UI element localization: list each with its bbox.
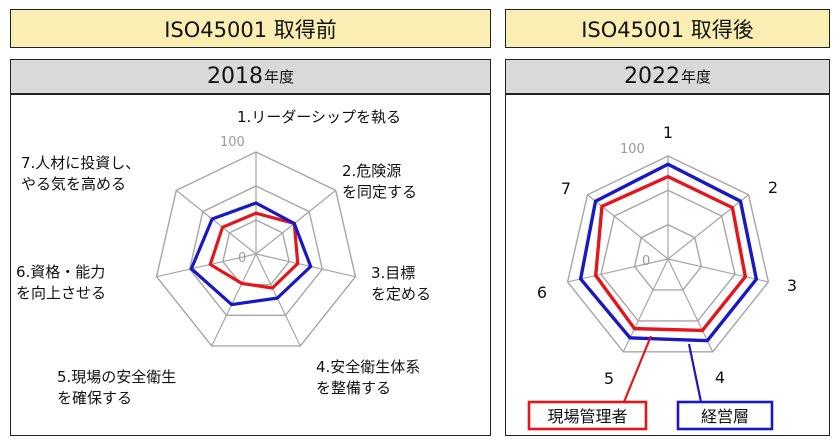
axis-label-6: 6 [537,283,547,302]
axis-label-3: 3 [787,276,797,295]
header-before: ISO45001 取得前 [10,9,491,48]
grid-spoke [175,189,257,255]
axis-label-6: を向上させる [16,284,106,302]
axis-label-6: 6.資格・能力 [16,263,105,281]
axis-label-4: 4.安全衛生体系 [316,358,420,376]
axis-label-5: 5.現場の安全衛生 [57,368,176,386]
legend: 現場管理者 経営層 [527,335,774,431]
header-after-title: ISO45001 取得後 [581,17,754,42]
radar-chart-2: 100 0 1 2 3 4 5 6 7 [537,123,797,388]
legend-box-management [676,400,774,431]
year-after: 2022 [623,64,680,89]
legend-label-management: 経営層 [701,407,749,426]
year-suffix-after: 年度 [680,68,711,86]
grid-spoke [255,253,356,278]
axis-label-3: 3.目標 [371,264,415,282]
axis-label-4: を整備する [316,379,391,397]
series-line-site-manager [208,211,300,290]
grid-spoke [667,258,714,353]
tick-label-0: 0 [238,251,246,266]
header-after: ISO45001 取得後 [505,9,830,48]
legend-box-site-manager [527,400,648,431]
axis-label-1: 1.リーダーシップを執る [237,108,401,126]
axis-label-5: 5 [604,369,614,388]
grid-ring [188,185,324,316]
axis-label-2: 2.危険源 [342,162,401,180]
grid-ring [633,223,703,291]
tick-label-0: 0 [642,254,650,269]
axis-label-3: を定める [371,285,431,303]
grid-ring [566,155,770,353]
axis-label-7: 7 [561,179,571,198]
grid-spoke [211,253,257,347]
axis-label-2: を同定する [342,183,417,201]
year-before: 2018 [206,64,263,89]
tick-label-100: 100 [620,142,645,157]
series-line-management [578,162,759,343]
grid-spoke [255,189,337,255]
series-line-site-manager [593,174,748,333]
year-bar-after: 2022 年度 [505,59,830,94]
axis-label-2: 2 [768,178,778,197]
tick-label-100: 100 [220,135,245,150]
axis-label-5: を確保する [57,389,132,407]
axis-label-1: 1 [663,123,673,142]
legend-label-site-manager: 現場管理者 [547,407,627,426]
axis-label-7: 7.人材に投資し、 [21,154,140,172]
header-before-title: ISO45001 取得前 [164,17,337,42]
grid-ring [155,151,357,347]
year-suffix-before: 年度 [263,68,294,86]
series-line-management [189,201,313,307]
year-bar-before: 2018 年度 [10,59,491,94]
grid-spoke [667,258,769,283]
grid-ring [600,189,736,322]
grid-spoke [156,253,257,278]
chart-panel-after [505,94,830,436]
axis-label-7: やる気を高める [21,175,126,193]
grid-spoke [255,253,301,347]
legend-leader-line [687,343,703,403]
legend-leader-line [622,335,653,403]
grid-spoke [667,194,749,260]
grid-spoke [567,258,669,283]
axis-label-4: 4 [715,368,725,387]
